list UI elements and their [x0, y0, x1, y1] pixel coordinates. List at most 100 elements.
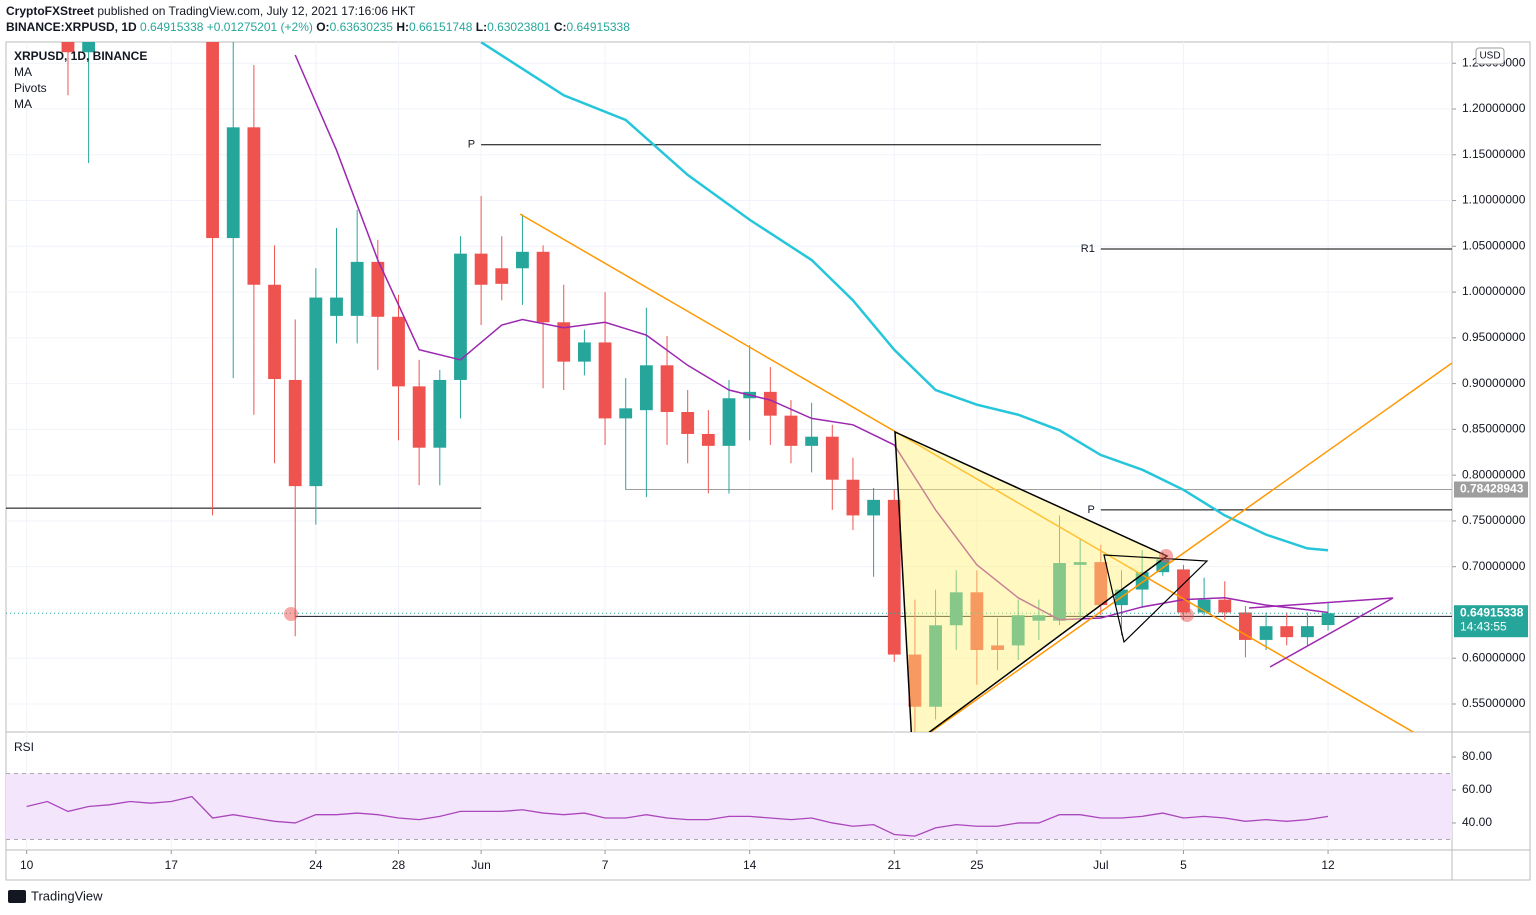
candle-body — [206, 42, 219, 239]
candle-body — [1094, 562, 1108, 606]
candle-body — [433, 379, 447, 448]
candle-body — [247, 127, 261, 285]
h-label: H: — [396, 20, 409, 34]
x-tick-label: 17 — [165, 858, 179, 872]
rsi-pane: 80.00 60.00 40.00 — [6, 749, 1492, 840]
candle-body — [516, 251, 529, 269]
rsi-tick-label: 80.00 — [1462, 749, 1492, 763]
countdown: 14:43:55 — [1460, 619, 1507, 633]
candle-body — [1300, 626, 1314, 638]
frame — [5, 41, 1531, 881]
price-badge — [1454, 481, 1528, 498]
y-tick-label: 0.55000000 — [1462, 696, 1526, 710]
x-tick-label: Jul — [1093, 858, 1108, 872]
l-label: L: — [476, 20, 487, 34]
candle-body — [1053, 563, 1066, 621]
candle-body — [598, 342, 612, 419]
main-pane — [6, 42, 1452, 732]
x-tick-label: Jun — [471, 858, 490, 872]
x-tick-label: 5 — [1180, 858, 1187, 872]
candle-body — [805, 436, 819, 446]
y-tick-label: 0.80000000 — [1462, 467, 1526, 481]
candle-body — [929, 625, 942, 707]
candle-body — [949, 592, 963, 626]
candle-body — [1259, 626, 1273, 640]
triangle-pattern — [1103, 554, 1209, 644]
y-tick-label: 1.00000000 — [1462, 284, 1526, 298]
candle-body — [1177, 569, 1190, 613]
candle-body — [701, 433, 715, 446]
currency: USD — [1479, 51, 1500, 62]
triangle-pattern — [1248, 597, 1394, 668]
candle-body — [82, 42, 96, 53]
rsi-band — [6, 773, 1452, 840]
candle-body — [557, 322, 571, 362]
candle-body — [1280, 626, 1294, 638]
symbol: BINANCE:XRPUSD, 1D — [6, 20, 137, 34]
quote-line: BINANCE:XRPUSD, 1D 0.64915338 +0.0127520… — [6, 20, 630, 34]
x-tick-label: 12 — [1321, 858, 1335, 872]
candle-body — [1032, 615, 1046, 621]
moving-average — [480, 42, 1329, 552]
candle-body — [577, 342, 591, 362]
y-tick-label: 0.60000000 — [1462, 650, 1526, 664]
high: 0.66151748 — [409, 20, 473, 34]
header-line: CryptoFXStreet published on TradingView.… — [6, 4, 416, 18]
candle-body — [908, 654, 922, 707]
candle-body — [309, 297, 323, 487]
o-label: O: — [316, 20, 329, 34]
candle-body — [474, 253, 488, 285]
candle-body — [763, 391, 777, 416]
x-tick-label: 21 — [888, 858, 902, 872]
price-badge-label: 0.78428943 — [1460, 482, 1524, 496]
y-tick-label: 1.15000000 — [1462, 147, 1526, 161]
candle-body — [846, 479, 860, 516]
x-tick-label: 25 — [970, 858, 984, 872]
trendline — [929, 362, 1452, 732]
candle-body — [350, 261, 364, 316]
y-tick-label: 0.75000000 — [1462, 513, 1526, 527]
candle-body — [495, 268, 509, 284]
candle-body — [1239, 612, 1252, 640]
y-tick-label: 0.90000000 — [1462, 376, 1526, 390]
candle-body — [330, 297, 343, 316]
candle-body — [1073, 562, 1087, 565]
candle-body — [1011, 615, 1025, 646]
rsi-line — [26, 795, 1329, 837]
open: 0.63630235 — [330, 20, 394, 34]
marker — [1180, 608, 1194, 622]
legend-entry: MA — [14, 97, 32, 111]
logo-icon — [8, 890, 26, 903]
candle-body — [867, 499, 881, 516]
published: published on TradingView.com, July 12, 2… — [97, 4, 416, 18]
change: +0.01275201 (+2%) — [207, 20, 313, 34]
rsi-tick-label: 60.00 — [1462, 782, 1492, 796]
y-tick-label: 1.10000000 — [1462, 193, 1526, 207]
candle-body — [1218, 599, 1232, 613]
marker — [1159, 549, 1173, 563]
rsi-tick-label: 40.00 — [1462, 815, 1492, 829]
x-tick-label: 14 — [743, 858, 757, 872]
drawings — [284, 213, 1452, 732]
y-tick-label: 1.20000000 — [1462, 101, 1526, 115]
x-tick-label: 28 — [392, 858, 406, 872]
candle-body — [536, 251, 550, 323]
legend-entry: Pivots — [14, 81, 47, 95]
close: 0.64915338 — [566, 20, 630, 34]
candle-body — [619, 408, 633, 419]
c-label: C: — [554, 20, 567, 34]
candle-body — [392, 316, 405, 387]
y-tick-label: 0.95000000 — [1462, 330, 1526, 344]
y-tick-label: 0.85000000 — [1462, 422, 1526, 436]
marker — [284, 607, 298, 621]
legend-entry: MA — [14, 65, 32, 79]
candle-body — [722, 398, 736, 446]
moving-average — [294, 54, 1329, 621]
candle-body — [970, 592, 984, 650]
low: 0.63023801 — [487, 20, 551, 34]
triangle-pattern — [894, 430, 1169, 732]
candle-body — [660, 365, 674, 412]
candle-body — [61, 42, 75, 53]
trendline — [519, 213, 1415, 732]
pivot-label: R1 — [1081, 243, 1095, 255]
